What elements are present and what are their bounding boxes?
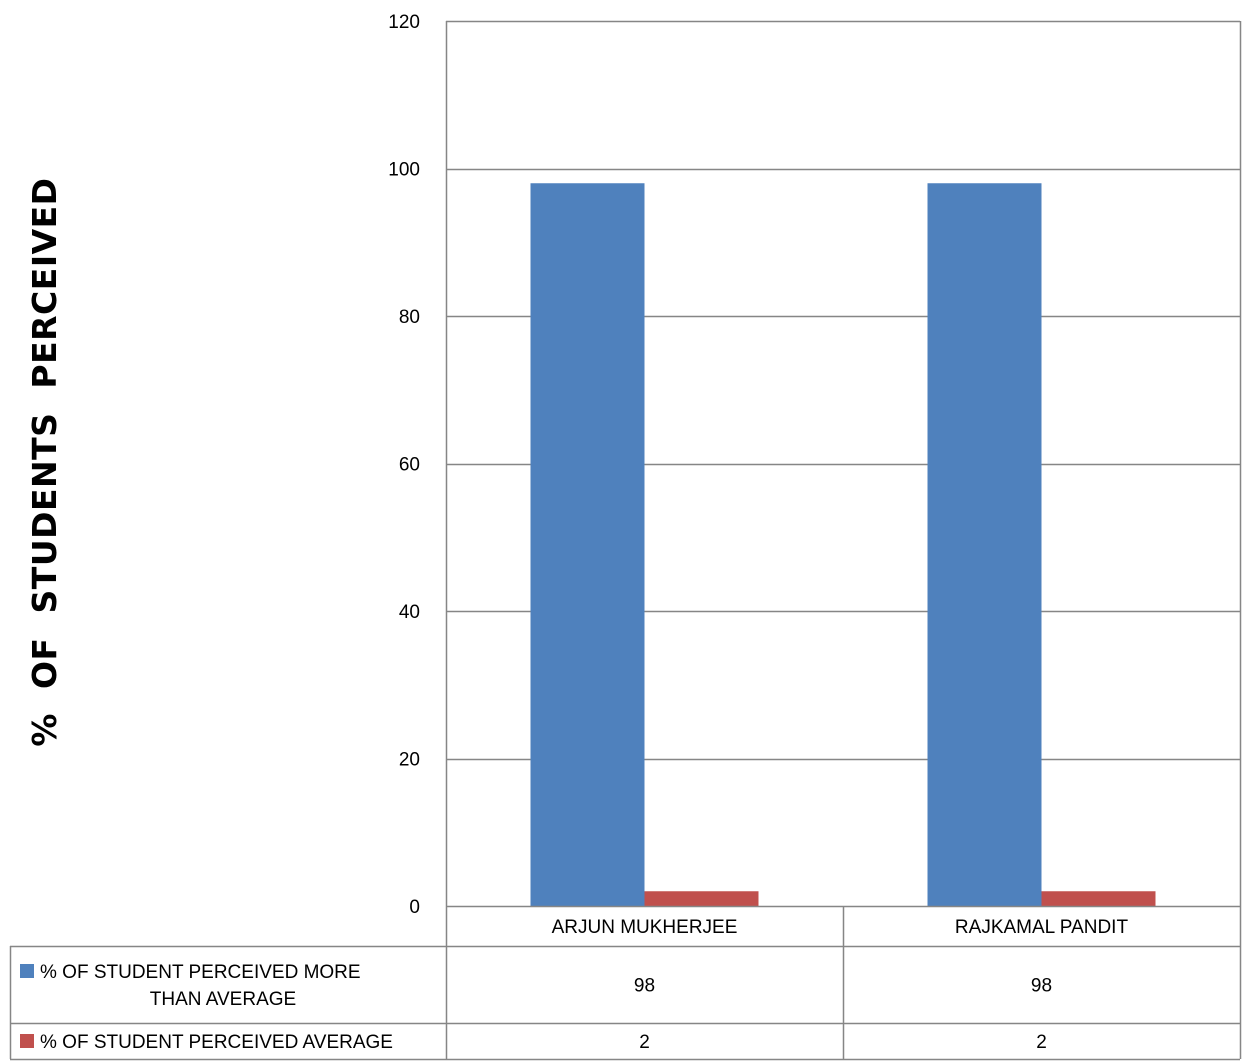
- category-label-rajkamal-pandit: RAJKAMAL PANDIT: [955, 917, 1129, 938]
- y-tick-label-60: 60: [399, 455, 420, 476]
- y-tick-label-120: 120: [388, 12, 420, 33]
- bar-arjun-mukherjee-series-2: [644, 891, 759, 906]
- legend-label-series-1-line-1: % OF STUDENT PERCEIVED MORE: [40, 962, 361, 983]
- y-axis-tick-labels: 0 20 40 60 80 100 120: [388, 12, 420, 918]
- table-value-arjun-mukherjee-series-2: 2: [639, 1032, 650, 1053]
- y-axis-label: % OF STUDENTS PERCEIVED: [25, 177, 64, 746]
- y-tick-label-100: 100: [388, 160, 420, 181]
- data-table: ARJUN MUKHERJEE RAJKAMAL PANDIT % OF STUDE…: [9, 21, 1242, 1061]
- legend-label-series-1-line-2: THAN AVERAGE: [150, 989, 296, 1010]
- y-tick-label-20: 20: [399, 750, 420, 771]
- table-value-rajkamal-pandit-series-1: 98: [1031, 976, 1052, 997]
- table-value-arjun-mukherjee-series-1: 98: [634, 976, 655, 997]
- y-tick-label-80: 80: [399, 307, 420, 328]
- bar-arjun-mukherjee-series-1: [530, 183, 645, 906]
- table-value-rajkamal-pandit-series-2: 2: [1036, 1032, 1047, 1053]
- legend-key-series-1: [20, 964, 34, 978]
- bars: [530, 183, 1156, 906]
- bar-rajkamal-pandit-series-2: [1041, 891, 1156, 906]
- y-tick-label-40: 40: [399, 602, 420, 623]
- legend-key-series-2: [20, 1034, 34, 1048]
- legend-label-series-2: % OF STUDENT PERCEIVED AVERAGE: [40, 1032, 393, 1053]
- y-tick-label-0: 0: [409, 897, 420, 918]
- bar-rajkamal-pandit-series-1: [927, 183, 1042, 906]
- category-label-arjun-mukherjee: ARJUN MUKHERJEE: [552, 917, 738, 938]
